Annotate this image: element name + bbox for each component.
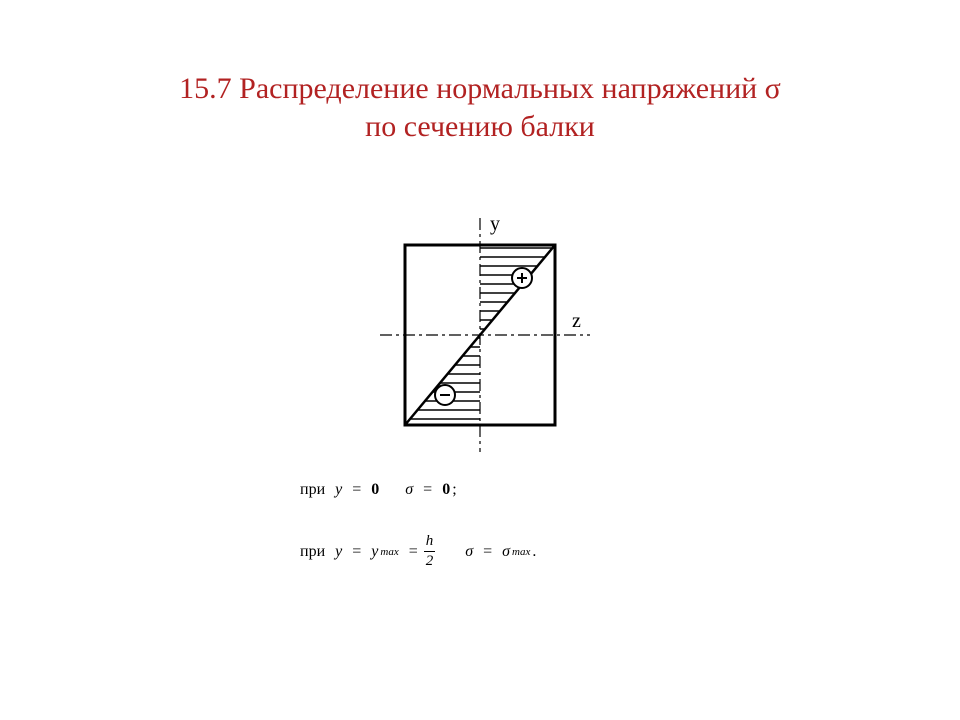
eq-var-y: y bbox=[335, 542, 342, 561]
title-line-2: по сечению балки bbox=[365, 110, 595, 143]
svg-text:z: z bbox=[572, 310, 581, 332]
eq-var-sigma: σ bbox=[405, 480, 413, 499]
eq-semicolon: ; bbox=[452, 480, 456, 499]
title-line-1: 15.7 Распределение нормальных напряжений… bbox=[179, 72, 781, 105]
eq-sub-max: max bbox=[512, 546, 530, 559]
eq-frac-num: h bbox=[424, 534, 436, 549]
eq-dot: . bbox=[532, 542, 536, 561]
diagram-container: yz bbox=[0, 200, 960, 465]
stress-diagram: yz bbox=[350, 200, 610, 460]
eq-equals: = bbox=[423, 480, 432, 499]
eq-sub-max: max bbox=[380, 546, 398, 559]
slide-title: 15.7 Распределение нормальных напряжений… bbox=[60, 70, 900, 145]
eq-equals: = bbox=[409, 542, 418, 561]
eq-fraction-h-over-2: h 2 bbox=[424, 534, 436, 569]
eq-equals: = bbox=[483, 542, 492, 561]
equation-row-1: при y = 0 σ = 0 ; bbox=[300, 480, 536, 499]
eq-var-y: y bbox=[335, 480, 342, 499]
eq-frac-den: 2 bbox=[424, 554, 436, 569]
eq-text-pri: при bbox=[300, 480, 325, 499]
equation-row-2: при y = ymax = h 2 σ = σmax . bbox=[300, 534, 536, 569]
eq-zero: 0 bbox=[371, 481, 379, 498]
eq-var-sigma-max: σ bbox=[502, 542, 510, 561]
eq-text-pri: при bbox=[300, 542, 325, 561]
eq-equals: = bbox=[352, 480, 361, 499]
equations-block: при y = 0 σ = 0 ; при y = ymax = bbox=[300, 480, 536, 569]
svg-text:y: y bbox=[490, 213, 500, 235]
eq-var-sigma: σ bbox=[465, 542, 473, 561]
eq-var-ymax: y bbox=[371, 542, 378, 561]
eq-equals: = bbox=[352, 542, 361, 561]
eq-zero: 0 bbox=[442, 481, 450, 498]
